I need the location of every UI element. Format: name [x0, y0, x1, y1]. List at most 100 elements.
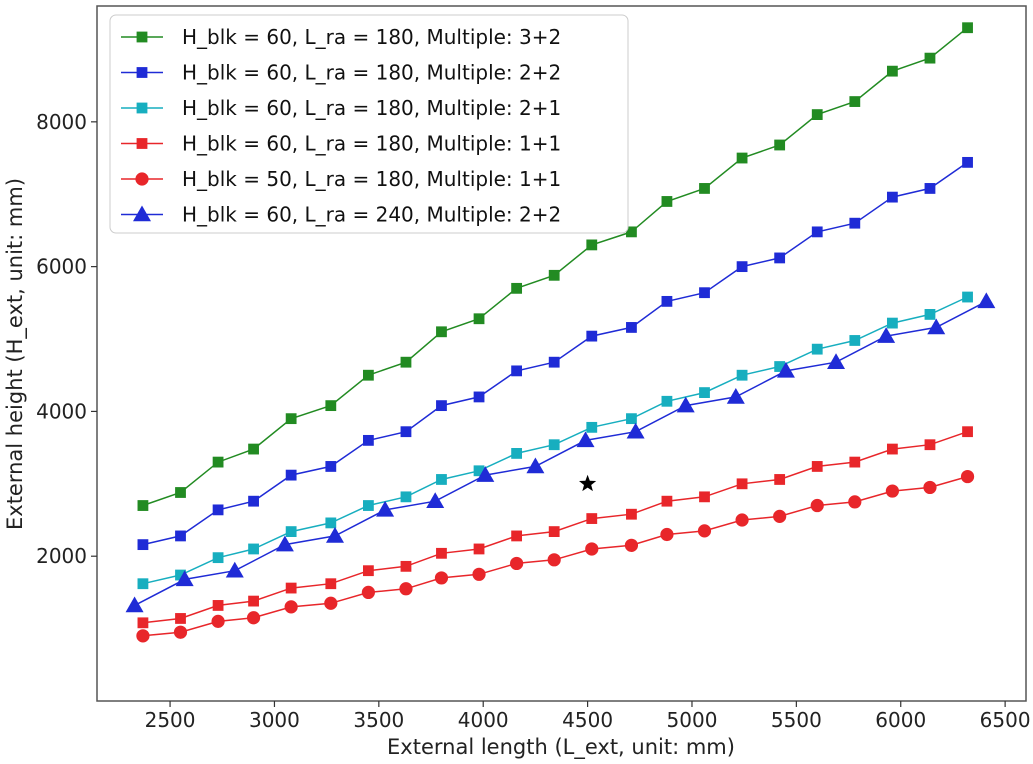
data-point [212, 552, 224, 564]
data-point [849, 456, 861, 468]
data-point [626, 322, 637, 333]
data-point [736, 261, 748, 273]
legend-marker [133, 205, 151, 222]
data-point [136, 629, 150, 643]
data-point [661, 395, 673, 407]
star-marker [579, 474, 597, 492]
data-point [510, 556, 524, 571]
data-point [810, 498, 824, 513]
legend-item: H_blk = 60, L_ra = 180, Multiple: 2+2 [121, 61, 561, 85]
x-axis-ticks: 2500 3000 3500 4000 4500 5000 5500 6000 6500 [145, 701, 1031, 732]
data-point [548, 439, 560, 451]
data-point [699, 491, 710, 503]
data-point [436, 326, 447, 338]
data-point [676, 396, 695, 413]
data-point [400, 560, 412, 572]
data-point [175, 570, 194, 587]
data-point [473, 543, 485, 555]
data-point [473, 391, 485, 403]
x-tick-label: 2500 [145, 708, 196, 732]
data-point [175, 569, 186, 581]
data-point [849, 335, 861, 346]
data-point [661, 295, 673, 307]
legend-item: H_blk = 50, L_ra = 180, Multiple: 1+1 [121, 167, 561, 191]
data-point [576, 431, 595, 448]
data-point [977, 292, 996, 309]
data-point [434, 571, 449, 585]
data-point [362, 434, 374, 446]
data-point [626, 422, 645, 439]
series-line [134, 300, 987, 607]
data-point [586, 239, 598, 251]
data-point [246, 611, 261, 625]
data-point [626, 226, 637, 238]
data-point [811, 109, 823, 120]
data-point [547, 553, 561, 567]
x-tick-label: 5000 [667, 708, 718, 732]
data-point [526, 457, 545, 474]
data-point [248, 595, 259, 607]
data-point [248, 543, 259, 555]
series-1 [137, 22, 973, 511]
data-point [275, 535, 294, 552]
data-point [173, 625, 188, 639]
data-point [476, 466, 495, 482]
data-point [886, 65, 898, 77]
data-point [212, 456, 224, 468]
data-point [736, 478, 748, 490]
data-point [511, 448, 523, 459]
series-6 [125, 292, 996, 613]
series-2 [137, 156, 973, 551]
data-point [699, 387, 710, 398]
data-point [962, 426, 973, 438]
legend-label: H_blk = 60, L_ra = 180, Multiple: 2+1 [182, 96, 561, 120]
legend-box [109, 14, 629, 234]
data-point [626, 413, 637, 425]
data-point [248, 495, 259, 507]
data-point [962, 291, 973, 303]
data-point [849, 217, 861, 229]
x-tick-label: 3000 [249, 708, 300, 732]
data-point [924, 309, 936, 320]
annotation-layer [579, 474, 597, 492]
y-tick-label: 6000 [36, 255, 87, 279]
data-point [325, 461, 337, 472]
data-point [699, 183, 710, 194]
data-point [960, 469, 975, 484]
data-point [137, 617, 149, 629]
data-point [927, 318, 946, 335]
data-point [736, 152, 748, 164]
x-tick-label: 6000 [875, 708, 926, 732]
data-point [924, 52, 936, 64]
data-point [924, 439, 936, 451]
data-point [849, 96, 861, 107]
data-point [776, 361, 795, 378]
legend-item: H_blk = 60, L_ra = 180, Multiple: 1+1 [121, 132, 561, 156]
legend-item: H_blk = 60, L_ra = 180, Multiple: 2+1 [121, 96, 561, 120]
data-point [811, 461, 823, 472]
x-axis-label: External length (L_ext, unit: mm) [387, 735, 735, 760]
x-tick-label: 4000 [458, 708, 509, 732]
series-4 [137, 426, 973, 629]
data-point [175, 613, 186, 624]
legend: H_blk = 60, L_ra = 180, Multiple: 3+2 H_b… [109, 14, 629, 234]
data-point [811, 226, 823, 238]
y-tick-label: 8000 [36, 110, 87, 134]
data-point [586, 513, 598, 524]
data-point [774, 139, 786, 151]
data-point [325, 517, 337, 529]
data-point [736, 369, 748, 381]
data-point [511, 530, 523, 542]
data-point [626, 508, 637, 520]
data-point [324, 596, 338, 610]
data-point [137, 578, 149, 590]
data-point [923, 480, 937, 495]
data-point [660, 527, 674, 542]
data-point [436, 400, 447, 412]
data-point [811, 343, 823, 355]
data-point [886, 443, 898, 455]
data-point [774, 252, 786, 264]
data-point [548, 269, 560, 281]
data-point [212, 504, 224, 516]
data-point [962, 22, 973, 34]
